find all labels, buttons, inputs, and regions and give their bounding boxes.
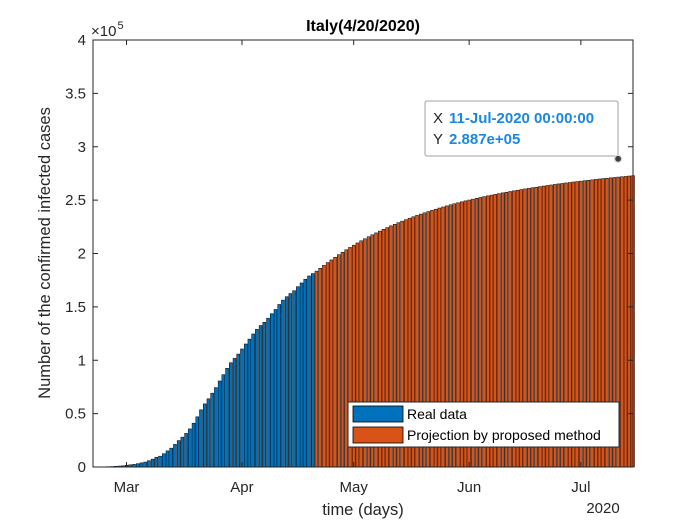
x-tick-label: Jun	[457, 479, 481, 496]
bar	[322, 265, 326, 468]
bar	[180, 436, 185, 468]
y-tick-label: 1	[78, 352, 86, 369]
bar	[627, 175, 632, 468]
bar	[162, 453, 166, 468]
bar	[221, 374, 226, 468]
bar	[225, 368, 229, 468]
bar	[206, 398, 211, 468]
bar	[296, 286, 300, 468]
bar	[288, 293, 293, 468]
data-tip-box	[424, 100, 619, 157]
legend-label-real-data: Real data	[407, 406, 467, 422]
bar	[195, 416, 200, 468]
bar	[191, 422, 196, 468]
data-tip-x-key: X	[433, 110, 443, 127]
bar	[255, 329, 259, 468]
y-tick-label: 0.5	[65, 406, 86, 423]
bar	[337, 254, 341, 468]
bar	[284, 296, 289, 468]
bar	[147, 460, 151, 468]
y-tick-label: 2	[78, 246, 86, 263]
bar	[310, 273, 315, 468]
bar	[623, 176, 628, 468]
data-tip-y-value: 2.887e+05	[449, 131, 520, 148]
y-axis-label: Number of the confirmed infected cases	[36, 107, 54, 399]
legend-swatch-projection	[352, 426, 404, 444]
bar	[214, 387, 218, 468]
bar	[173, 444, 177, 468]
x-tick-label: Mar	[114, 479, 140, 496]
x-tick-label: May	[340, 479, 369, 496]
bar	[329, 259, 334, 468]
bar	[333, 256, 337, 468]
bar	[229, 362, 233, 468]
legend-label-projection: Projection by proposed method	[407, 427, 601, 443]
x-tick-label: Apr	[230, 479, 253, 496]
bar	[150, 458, 155, 468]
real-data-bars	[94, 273, 315, 468]
bar	[236, 353, 240, 468]
legend: Real data Projection by proposed method	[347, 401, 620, 448]
y-tick-label: 2.5	[65, 192, 86, 209]
bar	[325, 262, 330, 468]
y-axis-exponent-power: 5	[118, 20, 124, 32]
y-tick-label: 3.5	[65, 85, 86, 102]
bar	[243, 343, 248, 468]
bar	[188, 428, 192, 468]
bar	[154, 456, 159, 468]
bar	[292, 290, 296, 468]
bar	[299, 282, 304, 468]
bar	[258, 325, 263, 468]
y-tick-label: 1.5	[65, 299, 86, 316]
bar	[344, 249, 348, 468]
bar	[281, 299, 285, 468]
x-axis-year-label: 2020	[586, 500, 619, 517]
bar	[314, 270, 319, 468]
legend-swatch-real-data	[352, 405, 404, 423]
y-tick-label: 4	[78, 32, 86, 49]
bar	[247, 338, 252, 468]
bar	[240, 348, 244, 468]
y-axis-exponent-base: ×10	[91, 23, 116, 40]
bar	[199, 409, 203, 468]
y-axis: 0 0.5 1 1.5 2 2.5 3 3.5 4	[65, 32, 633, 476]
y-tick-label: 3	[78, 139, 86, 156]
bar	[318, 267, 322, 468]
bar	[270, 313, 274, 468]
data-tip-y-key: Y	[433, 131, 443, 148]
bar	[251, 333, 255, 468]
bar	[158, 455, 162, 468]
bar	[277, 304, 281, 468]
bar	[165, 450, 170, 468]
data-tip-marker[interactable]	[613, 154, 623, 163]
bar	[202, 403, 207, 468]
chart-title: Italy(4/20/2020)	[306, 18, 420, 35]
bar	[307, 275, 311, 468]
x-axis-label: time (days)	[322, 501, 404, 519]
y-tick-label: 0	[78, 459, 86, 476]
data-tip[interactable]: X 11-Jul-2020 00:00:00 Y 2.887e+05	[424, 100, 623, 163]
bar	[262, 322, 267, 468]
bar	[217, 380, 222, 468]
bar	[232, 358, 237, 468]
bar	[143, 461, 147, 468]
x-tick-label: Jul	[571, 479, 590, 496]
bar	[273, 309, 278, 468]
x-axis: Mar Apr May Jun Jul	[114, 40, 590, 496]
bar	[210, 392, 214, 468]
bar	[620, 176, 624, 468]
data-tip-x-value: 11-Jul-2020 00:00:00	[449, 110, 594, 127]
bar	[139, 462, 144, 468]
bar	[266, 317, 270, 468]
bar	[176, 440, 181, 468]
bar	[184, 433, 188, 468]
bar	[340, 251, 345, 468]
bar	[303, 278, 308, 468]
bar	[169, 447, 173, 468]
